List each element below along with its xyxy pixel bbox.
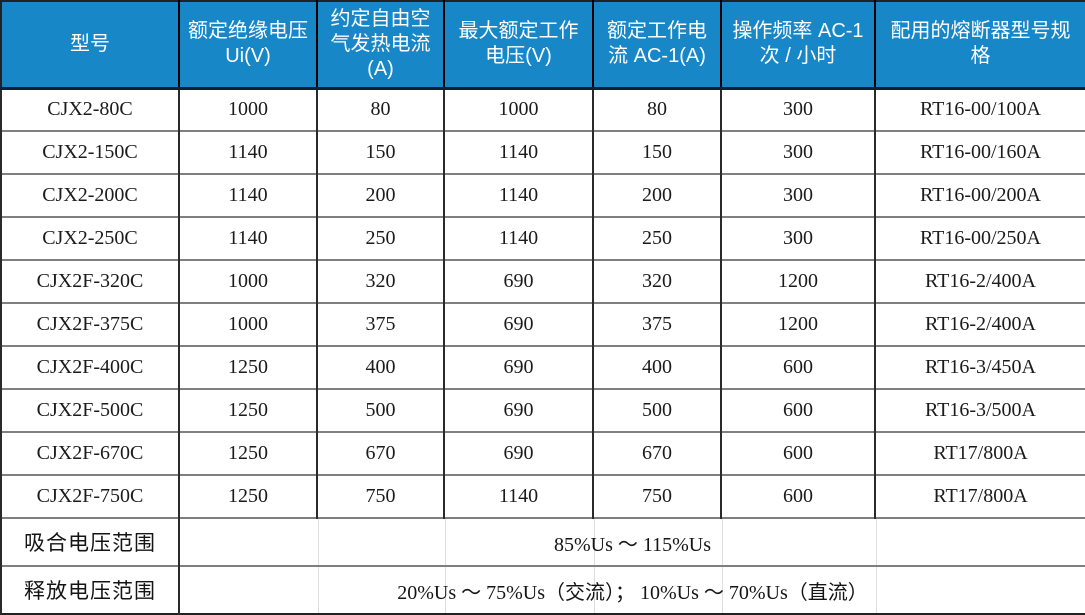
value-cell: 1140 (178, 130, 317, 174)
value-cell: RT16-00/200A (874, 173, 1085, 217)
value-cell: 320 (316, 259, 444, 303)
footer-row-pickup-voltage: 吸合电压范围 85%Us ～ 115%Us (0, 517, 1085, 566)
value-cell: RT16-2/400A (874, 302, 1085, 346)
value-cell: 300 (720, 130, 875, 174)
value-cell: 500 (592, 388, 721, 432)
value-cell: 1250 (178, 431, 317, 475)
value-cell: 375 (592, 302, 721, 346)
model-cell: CJX2-250C (0, 216, 179, 260)
table-footer: 吸合电压范围 85%Us ～ 115%Us 释放电压范围 20%Us ～ 75%… (0, 517, 1085, 614)
value-cell: 690 (443, 345, 593, 389)
value-cell: 200 (316, 173, 444, 217)
model-cell: CJX2-80C (0, 87, 179, 131)
column-header-fuse-spec: 配用的熔断器型号规格 (874, 1, 1085, 90)
value-cell: 1000 (178, 259, 317, 303)
column-header-operating-frequency: 操作频率 AC-1 次 / 小时 (720, 1, 875, 90)
model-cell: CJX2-150C (0, 130, 179, 174)
table-header: 型号 额定绝缘电压 Ui(V) 约定自由空气发热电流(A) 最大额定工作电压(V… (0, 1, 1085, 90)
model-cell: CJX2F-320C (0, 259, 179, 303)
value-cell: 300 (720, 173, 875, 217)
value-cell: 1140 (178, 216, 317, 260)
value-cell: 250 (316, 216, 444, 260)
model-cell: CJX2F-500C (0, 388, 179, 432)
column-header-insulation-voltage: 额定绝缘电压 Ui(V) (178, 1, 317, 90)
value-cell: 1000 (443, 87, 593, 131)
value-cell: 750 (592, 474, 721, 518)
value-cell: 1140 (443, 474, 593, 518)
value-cell: 1000 (178, 87, 317, 131)
value-cell: 1000 (178, 302, 317, 346)
release-voltage-label: 释放电压范围 (0, 565, 179, 614)
value-cell: 1140 (178, 173, 317, 217)
column-header-thermal-current: 约定自由空气发热电流(A) (316, 1, 444, 90)
table-body: CJX2-80C 1000 80 1000 80 300 RT16-00/100A CJX2-… (0, 87, 1085, 518)
value-cell: 690 (443, 431, 593, 475)
value-cell: 1250 (178, 474, 317, 518)
value-cell: 670 (592, 431, 721, 475)
value-cell: 500 (316, 388, 444, 432)
table-row: CJX2-80C 1000 80 1000 80 300 RT16-00/100A (0, 87, 1085, 131)
model-cell: CJX2F-670C (0, 431, 179, 475)
model-cell: CJX2F-750C (0, 474, 179, 518)
value-cell: RT16-00/160A (874, 130, 1085, 174)
table-row: CJX2-150C 1140 150 1140 150 300 RT16-00/160A (0, 130, 1085, 174)
value-cell: 250 (592, 216, 721, 260)
header-row: 型号 额定绝缘电压 Ui(V) 约定自由空气发热电流(A) 最大额定工作电压(V… (0, 1, 1085, 90)
table-row: CJX2-200C 1140 200 1140 200 300 RT16-00/200A (0, 173, 1085, 217)
model-cell: CJX2F-375C (0, 302, 179, 346)
value-cell: RT16-3/450A (874, 345, 1085, 389)
model-cell: CJX2-200C (0, 173, 179, 217)
value-cell: 400 (316, 345, 444, 389)
value-cell: 1140 (443, 173, 593, 217)
value-cell: 320 (592, 259, 721, 303)
value-cell: 375 (316, 302, 444, 346)
value-cell: 200 (592, 173, 721, 217)
value-cell: 1250 (178, 345, 317, 389)
value-cell: 690 (443, 302, 593, 346)
value-cell: 150 (592, 130, 721, 174)
table-row: CJX2F-375C 1000 375 690 375 1200 RT16-2/400A (0, 302, 1085, 346)
table-row: CJX2-250C 1140 250 1140 250 300 RT16-00/250A (0, 216, 1085, 260)
release-voltage-value: 20%Us ～ 75%Us（交流）； 10%Us ～ 70%Us（直流） (178, 565, 1085, 614)
value-cell: RT16-00/250A (874, 216, 1085, 260)
value-cell: 670 (316, 431, 444, 475)
value-cell: 1140 (443, 216, 593, 260)
value-cell: 1250 (178, 388, 317, 432)
table-row: CJX2F-670C 1250 670 690 670 600 RT17/800A (0, 431, 1085, 475)
value-cell: 300 (720, 87, 875, 131)
value-cell: 80 (592, 87, 721, 131)
value-cell: RT16-00/100A (874, 87, 1085, 131)
value-cell: 150 (316, 130, 444, 174)
column-header-working-current: 额定工作电流 AC-1(A) (592, 1, 721, 90)
footer-row-release-voltage: 释放电压范围 20%Us ～ 75%Us（交流）； 10%Us ～ 70%Us（… (0, 565, 1085, 614)
value-cell: 600 (720, 474, 875, 518)
pickup-voltage-value: 85%Us ～ 115%Us (178, 517, 1085, 566)
value-cell: RT17/800A (874, 431, 1085, 475)
value-cell: 1140 (443, 130, 593, 174)
value-cell: 750 (316, 474, 444, 518)
table-row: CJX2F-320C 1000 320 690 320 1200 RT16-2/400A (0, 259, 1085, 303)
table-row: CJX2F-500C 1250 500 690 500 600 RT16-3/500A (0, 388, 1085, 432)
value-cell: 400 (592, 345, 721, 389)
value-cell: 690 (443, 259, 593, 303)
value-cell: 80 (316, 87, 444, 131)
value-cell: 600 (720, 431, 875, 475)
model-cell: CJX2F-400C (0, 345, 179, 389)
value-cell: 300 (720, 216, 875, 260)
value-cell: 690 (443, 388, 593, 432)
value-cell: RT16-3/500A (874, 388, 1085, 432)
pickup-voltage-label: 吸合电压范围 (0, 517, 179, 566)
value-cell: 600 (720, 345, 875, 389)
value-cell: 1200 (720, 302, 875, 346)
value-cell: 1200 (720, 259, 875, 303)
value-cell: RT16-2/400A (874, 259, 1085, 303)
value-cell: RT17/800A (874, 474, 1085, 518)
column-header-model: 型号 (0, 1, 179, 90)
table-row: CJX2F-400C 1250 400 690 400 600 RT16-3/450A (0, 345, 1085, 389)
table-row: CJX2F-750C 1250 750 1140 750 600 RT17/800A (0, 474, 1085, 518)
value-cell: 600 (720, 388, 875, 432)
column-header-max-working-voltage: 最大额定工作电压(V) (443, 1, 593, 90)
